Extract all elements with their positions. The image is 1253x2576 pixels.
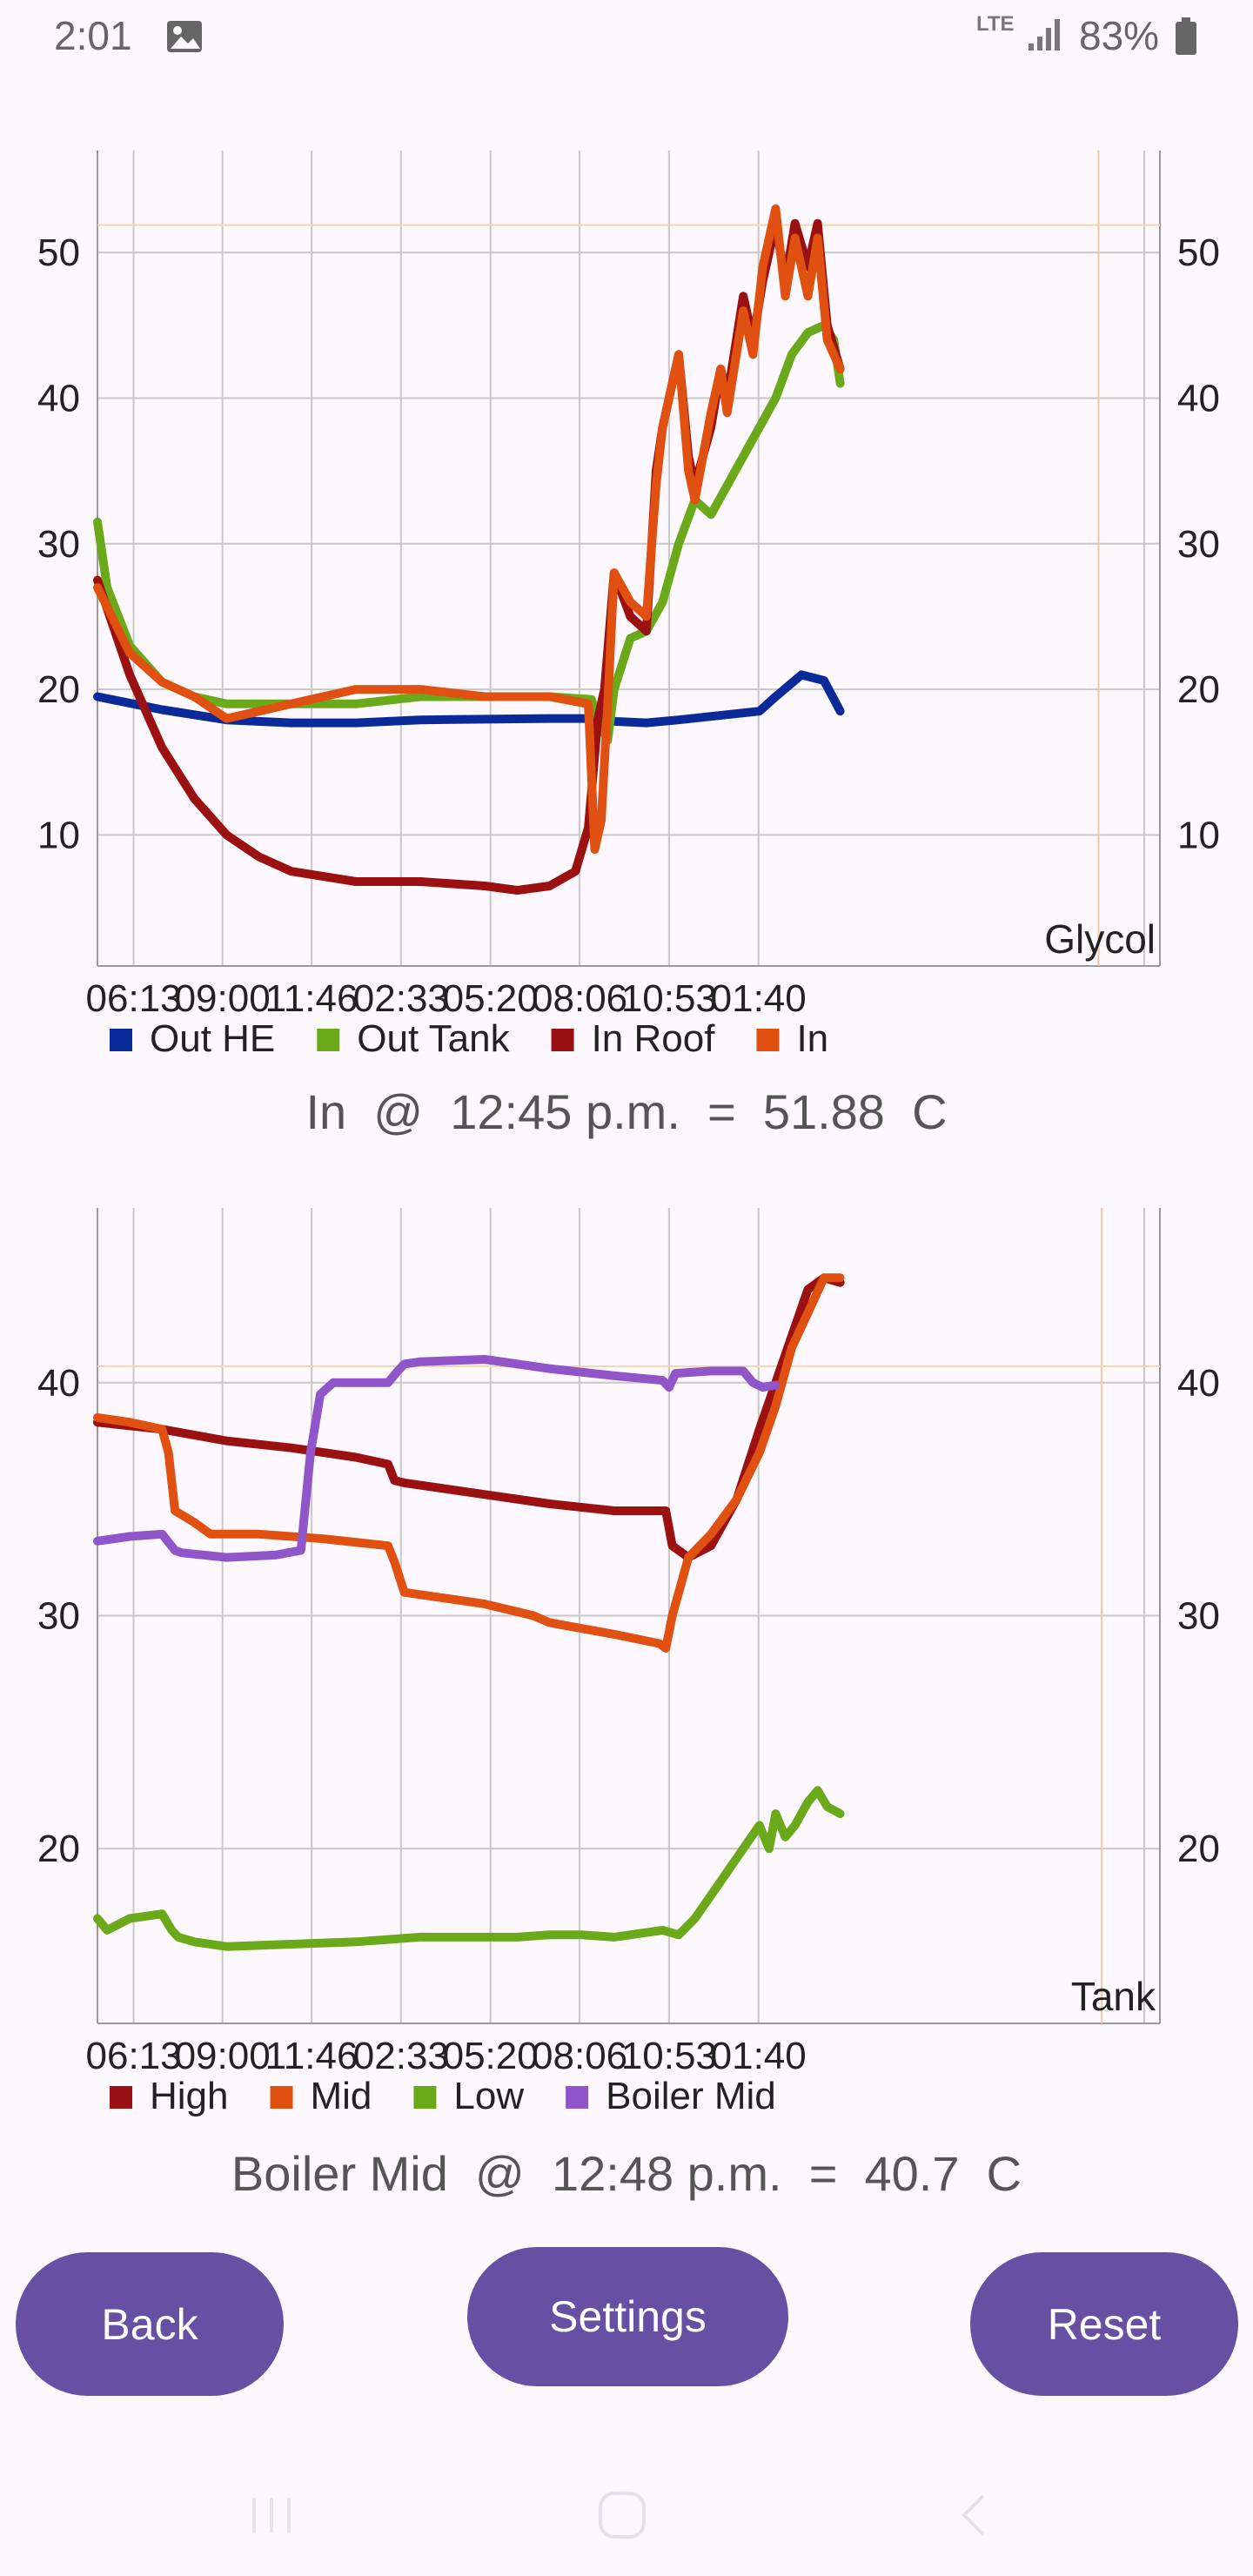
image-icon <box>167 21 202 52</box>
legend-swatch <box>270 2086 293 2109</box>
glycol-readout: In @ 12:45 p.m. = 51.88 C <box>305 1084 948 1139</box>
glycol-chart[interactable]: 10 10 20 20 30 30 40 40 50 50 06:1309:0011:4602:33… <box>0 144 1253 1066</box>
back-button[interactable]: Back <box>16 2252 284 2396</box>
x-tick-label: 02:33 <box>353 2035 449 2077</box>
x-tick-label: 01:40 <box>711 977 807 1020</box>
x-tick-label: 06:13 <box>86 977 182 1020</box>
y-tick-label-left: 40 <box>37 377 80 419</box>
tank-readout: Boiler Mid @ 12:48 p.m. = 40.7 C <box>231 2146 1022 2201</box>
settings-button[interactable]: Settings <box>467 2247 788 2386</box>
x-tick-label: 02:33 <box>353 977 449 1020</box>
y-tick-label-right: 20 <box>1177 668 1220 711</box>
legend-swatch <box>110 1029 132 1051</box>
x-tick-label: 09:00 <box>175 2035 271 2077</box>
legend-label: In Roof <box>592 1017 716 1060</box>
recent-apps-icon[interactable] <box>245 2489 298 2541</box>
status-time: 2:01 <box>54 13 132 58</box>
y-tick-label-left: 30 <box>37 1595 80 1638</box>
battery-icon <box>1176 17 1196 55</box>
legend-label: High <box>150 2075 229 2117</box>
system-nav-bar <box>0 2454 1253 2576</box>
battery-percent: 83% <box>1079 13 1160 58</box>
legend-swatch <box>551 1029 574 1051</box>
y-tick-label-right: 20 <box>1177 1828 1220 1870</box>
x-tick-label: 08:06 <box>532 2035 627 2077</box>
x-tick-label: 11:46 <box>265 2035 358 2077</box>
legend-label: Out Tank <box>357 1017 510 1060</box>
y-tick-label-right: 30 <box>1177 523 1220 566</box>
x-tick-label: 09:00 <box>175 977 271 1020</box>
status-bar: 2:01 LTE 83% <box>0 0 1253 78</box>
legend-label: Low <box>453 2075 524 2117</box>
y-tick-label-right: 50 <box>1177 231 1220 274</box>
chart-corner-label: Glycol <box>1044 916 1156 962</box>
legend-swatch <box>756 1029 780 1051</box>
y-tick-label-left: 10 <box>37 814 80 856</box>
y-tick-label-left: 40 <box>37 1362 80 1405</box>
home-icon[interactable] <box>596 2489 648 2541</box>
y-tick-label-left: 20 <box>37 1828 80 1870</box>
network-type: LTE <box>976 12 1015 36</box>
y-tick-label-left: 20 <box>37 668 80 711</box>
y-tick-label-right: 30 <box>1177 1595 1220 1638</box>
legend-label: Mid <box>311 2075 372 2117</box>
reset-button[interactable]: Reset <box>970 2252 1238 2396</box>
y-tick-label-left: 30 <box>37 523 80 566</box>
x-tick-label: 11:46 <box>265 977 358 1020</box>
x-tick-label: 10:53 <box>621 2035 717 2077</box>
back-nav-icon[interactable] <box>948 2489 1001 2541</box>
x-tick-label: 08:06 <box>532 977 627 1020</box>
y-tick-label-right: 10 <box>1177 814 1220 856</box>
series-line-out-tank <box>93 320 845 745</box>
legend-label: In <box>796 1017 828 1060</box>
x-tick-label: 01:40 <box>711 2035 807 2077</box>
y-tick-label-left: 50 <box>37 231 80 274</box>
legend-label: Boiler Mid <box>606 2075 776 2117</box>
series-line-high <box>93 1273 845 1562</box>
x-tick-label: 05:20 <box>443 977 539 1020</box>
legend-swatch <box>566 2086 589 2109</box>
legend-swatch <box>413 2086 437 2109</box>
legend-swatch <box>317 1029 340 1051</box>
x-tick-label: 06:13 <box>86 2035 182 2077</box>
chart-corner-label: Tank <box>1071 1974 1156 2019</box>
y-tick-label-right: 40 <box>1177 1362 1220 1405</box>
y-tick-label-right: 40 <box>1177 377 1220 419</box>
series-line-mid <box>93 1273 845 1653</box>
series-line-boiler-mid <box>93 1355 781 1562</box>
series-line-low <box>93 1786 845 1951</box>
tank-chart[interactable]: 20 20 30 30 40 40 06:1309:0011:4602:3305:2008:… <box>0 1201 1253 2123</box>
series-line-in <box>93 204 845 855</box>
x-tick-label: 10:53 <box>621 977 717 1020</box>
x-tick-label: 05:20 <box>443 2035 539 2077</box>
signal-icon <box>1029 19 1060 50</box>
legend-swatch <box>110 2086 132 2109</box>
legend-label: Out HE <box>150 1017 275 1060</box>
series-line-in-roof <box>93 218 845 895</box>
